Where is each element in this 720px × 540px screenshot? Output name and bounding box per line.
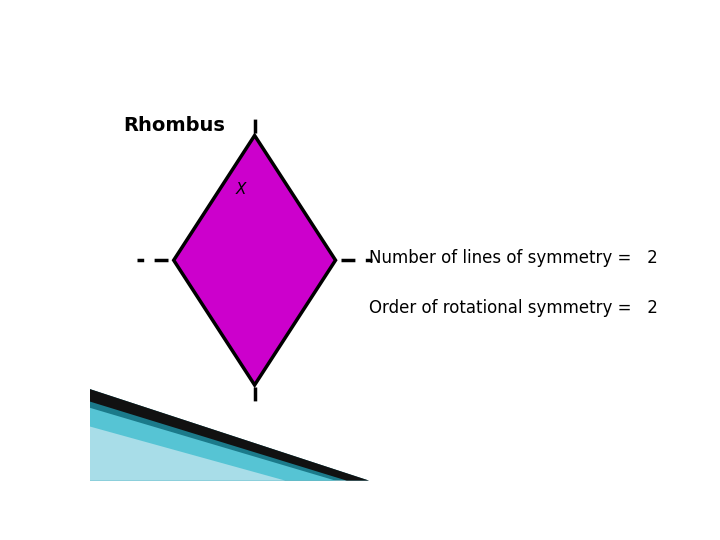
Text: Rhombus: Rhombus <box>124 116 225 134</box>
Polygon shape <box>174 136 336 385</box>
Text: Number of lines of symmetry =   2: Number of lines of symmetry = 2 <box>369 249 658 267</box>
Text: X: X <box>235 182 246 197</box>
Polygon shape <box>90 389 369 481</box>
Polygon shape <box>90 427 285 481</box>
Polygon shape <box>90 389 369 481</box>
Text: Order of rotational symmetry =   2: Order of rotational symmetry = 2 <box>369 299 658 317</box>
Polygon shape <box>90 408 336 481</box>
